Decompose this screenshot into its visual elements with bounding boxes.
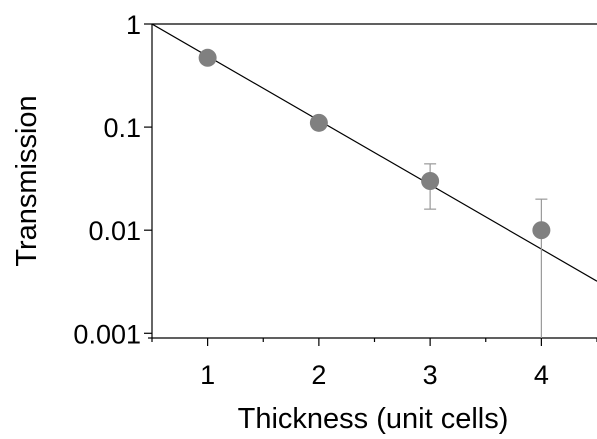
error-bars [424,163,548,338]
fit-line-group [152,23,597,282]
y-tick-label: 0.1 [103,113,141,143]
y-tick-label: 1 [126,10,141,40]
x-tick-label: 3 [423,360,438,390]
x-tick-label: 4 [534,360,549,390]
y-tick-labels: 0.001 0.01 0.1 1 [73,10,141,349]
data-points [198,48,551,240]
x-tick-label: 1 [200,360,215,390]
y-tick-label: 0.001 [73,319,141,349]
x-tick-label: 2 [311,360,326,390]
y-axis-label: Transmission [11,95,43,266]
ticks [144,23,597,346]
x-tick-labels: 1 2 3 4 [200,360,549,390]
axes [151,23,597,339]
data-point-4 [532,221,551,240]
data-point-2 [309,113,328,132]
y-tick-label: 0.01 [88,216,141,246]
data-point-1 [198,48,217,67]
x-axis-label: Thickness (unit cells) [238,403,509,435]
data-point-3 [421,172,440,190]
fit-line [152,23,597,282]
